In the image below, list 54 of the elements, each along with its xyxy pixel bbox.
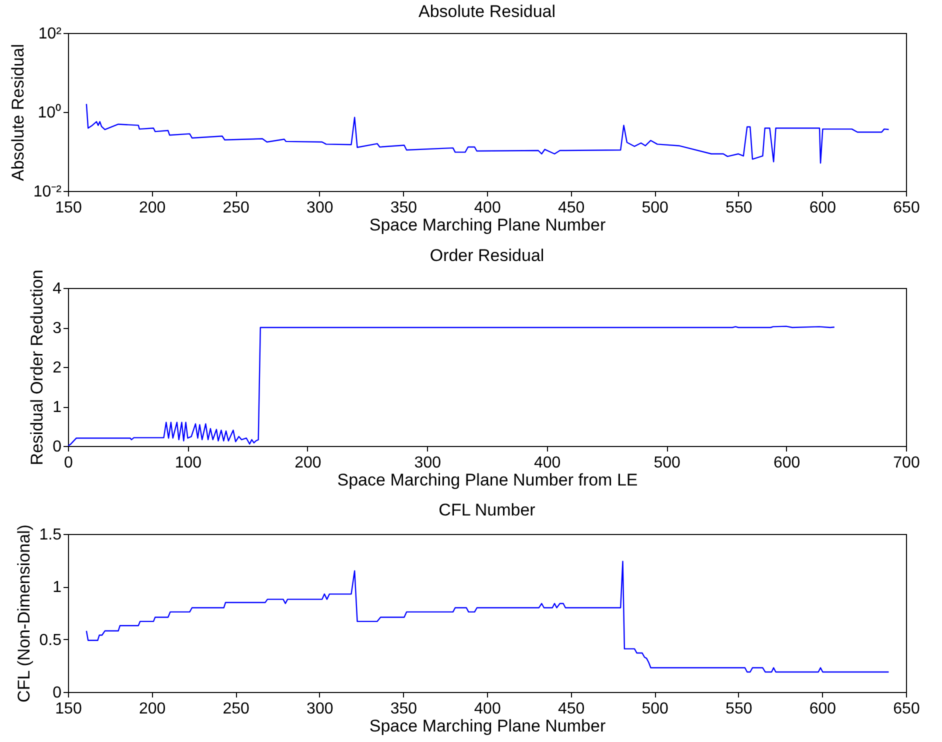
x-tick-label: 450: [558, 700, 585, 718]
y-tick-label: 1.5: [39, 526, 62, 544]
y-tick-label: 3: [52, 320, 62, 337]
y-tick-label: 1: [52, 579, 62, 596]
x-tick-label: 650: [893, 700, 920, 718]
x-tick-label: 450: [558, 200, 585, 216]
x-tick-label: 0: [64, 454, 74, 472]
x-tick-label: 300: [306, 700, 334, 718]
x-tick-label: 350: [390, 200, 418, 216]
line-series: [86, 103, 890, 164]
x-tick-label: 300: [414, 454, 442, 472]
y-tick-label: 2: [52, 360, 62, 376]
x-tick-label: 200: [138, 200, 166, 216]
y-tick-label: 4: [52, 280, 62, 298]
chart-title: Absolute Residual: [418, 2, 556, 21]
x-tick-label: 300: [306, 200, 334, 216]
y-tick-label: 1: [52, 399, 62, 416]
x-tick-label: 400: [474, 700, 501, 718]
x-tick-label: 200: [294, 454, 322, 472]
y-axis-title: CFL (Non-Dimensional): [14, 524, 34, 702]
x-tick-label: 550: [726, 700, 752, 718]
x-tick-label: 250: [222, 200, 250, 216]
x-tick-label: 100: [174, 454, 202, 472]
line-series: [86, 560, 890, 673]
y-axis-title: Absolute Residual: [8, 44, 28, 182]
x-tick-label: 150: [55, 200, 82, 216]
x-tick-label: 600: [809, 200, 836, 216]
x-tick-label: 700: [893, 454, 920, 472]
x-tick-label: 650: [893, 200, 920, 216]
x-tick-label: 400: [474, 200, 501, 216]
y-tick-label: 10⁻²: [33, 184, 62, 200]
y-tick-label: 10²: [38, 26, 62, 42]
x-tick-label: 550: [726, 200, 752, 216]
x-tick-label: 500: [654, 454, 681, 472]
chart-title: Order Residual: [430, 246, 544, 266]
line-series: [68, 326, 836, 446]
x-tick-label: 350: [390, 700, 418, 718]
x-tick-label: 600: [809, 700, 836, 718]
y-axis-title: Residual Order Reduction: [28, 270, 47, 466]
y-tick-label: 0: [52, 684, 62, 702]
x-tick-label: 150: [55, 700, 82, 718]
y-tick-label: 0.5: [39, 632, 62, 649]
chart-title: CFL Number: [438, 500, 536, 520]
x-tick-label: 600: [773, 454, 800, 472]
x-axis-title: Space Marching Plane Number: [369, 716, 606, 736]
x-tick-label: 400: [534, 454, 561, 472]
x-tick-label: 250: [222, 700, 250, 718]
x-tick-label: 500: [642, 200, 669, 216]
y-tick-label: 10⁰: [38, 104, 62, 122]
x-tick-label: 200: [138, 700, 166, 718]
x-axis-title: Space Marching Plane Number: [369, 216, 606, 234]
x-tick-label: 500: [642, 700, 669, 718]
y-tick-label: 0: [52, 438, 62, 456]
x-axis-title: Space Marching Plane Number from LE: [337, 470, 638, 490]
